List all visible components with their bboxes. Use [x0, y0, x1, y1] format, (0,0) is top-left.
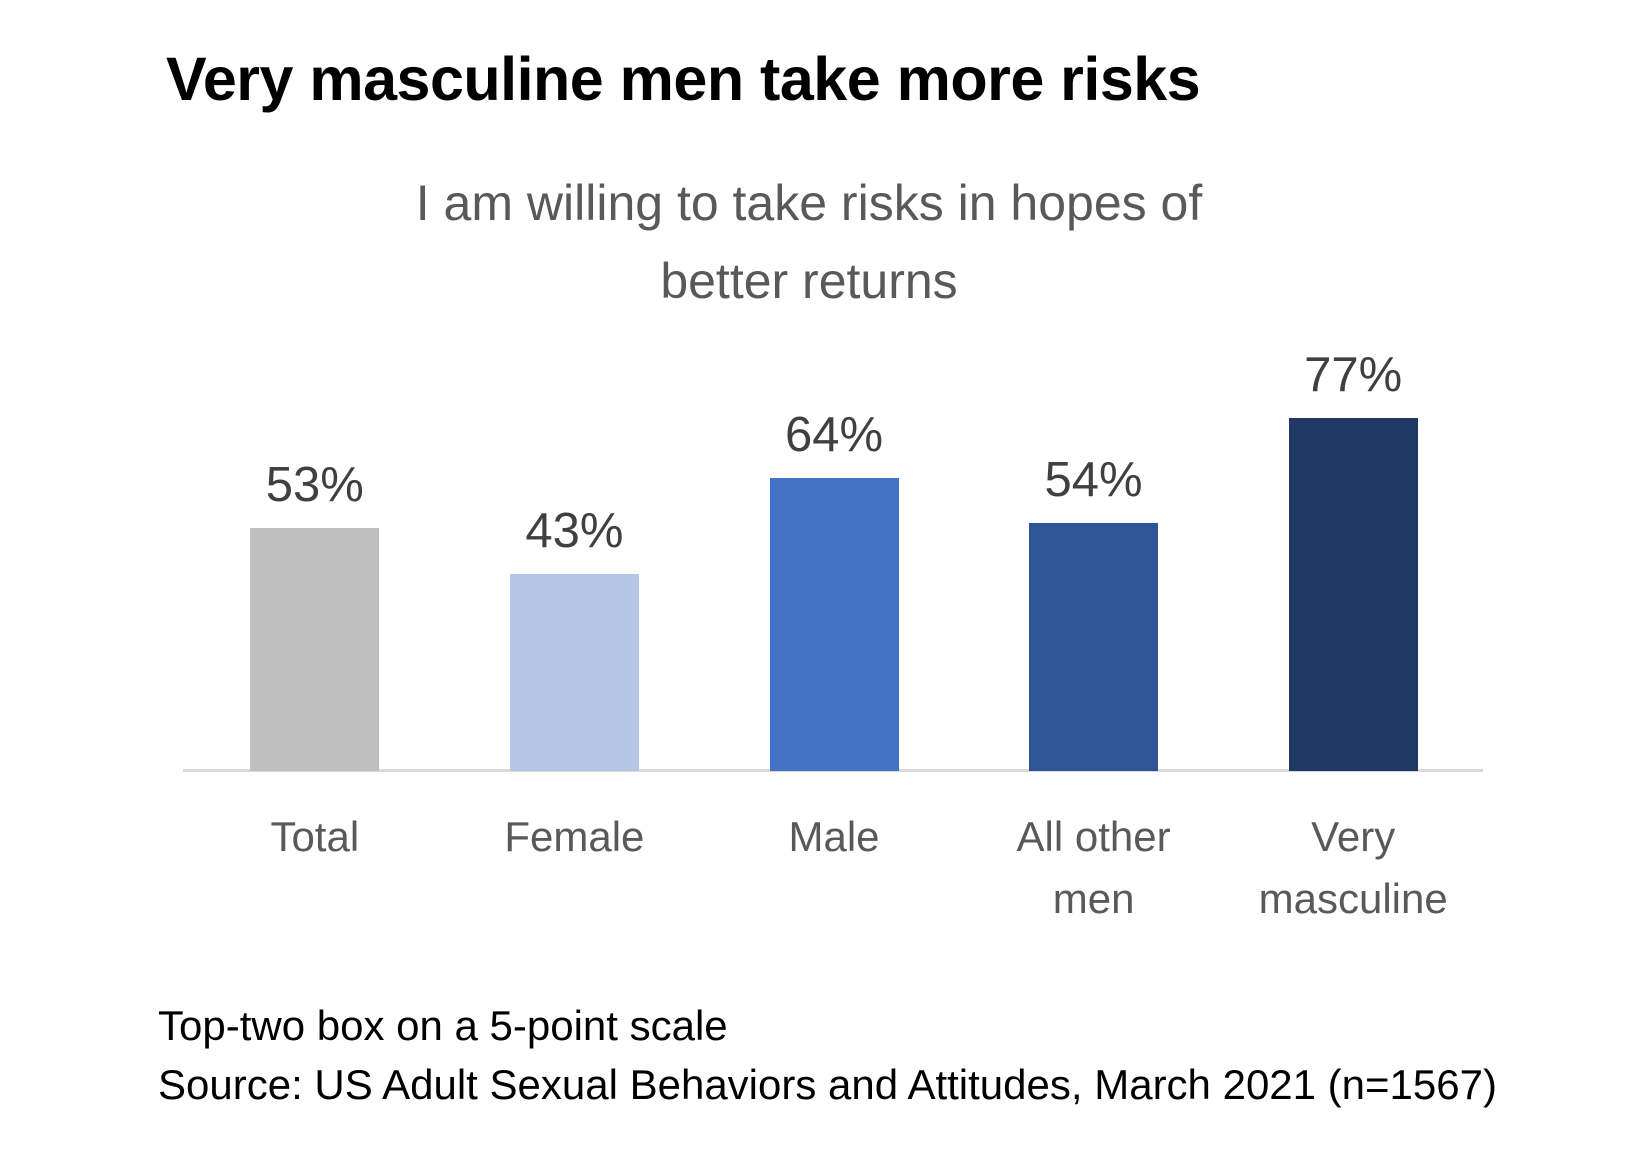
value-label-total: 53% — [265, 458, 364, 512]
bar-female — [509, 574, 639, 771]
category-label-very-masculine: Very masculine — [1258, 813, 1448, 922]
value-label-female: 43% — [525, 504, 624, 558]
bar-total — [250, 528, 380, 771]
value-label-very-masculine: 77% — [1304, 348, 1403, 402]
bar-male — [769, 478, 899, 771]
page-title: Very masculine men take more risks — [166, 45, 1201, 113]
chart-title-line-1: I am willing to take risks in hopes of — [415, 175, 1203, 231]
category-label-male: Male — [788, 813, 880, 860]
category-label-total: Total — [270, 813, 360, 860]
category-label-female: Female — [504, 813, 645, 860]
bar-very-masculine — [1288, 418, 1418, 771]
chart-title-line-2: better returns — [660, 253, 958, 309]
category-label-all-other-men: All other men — [1016, 813, 1171, 922]
chart-title: I am willing to take risks in hopes of b… — [160, 164, 1458, 320]
note-top-two-box: Top-two box on a 5-point scale — [158, 1002, 728, 1049]
bar-all-other-men — [1029, 523, 1159, 771]
footnotes: Top-two box on a 5-point scale Source: U… — [158, 996, 1497, 1114]
value-label-all-other-men: 54% — [1044, 453, 1143, 507]
source-note: Source: US Adult Sexual Behaviors and At… — [158, 1061, 1497, 1108]
value-label-male: 64% — [784, 408, 884, 462]
